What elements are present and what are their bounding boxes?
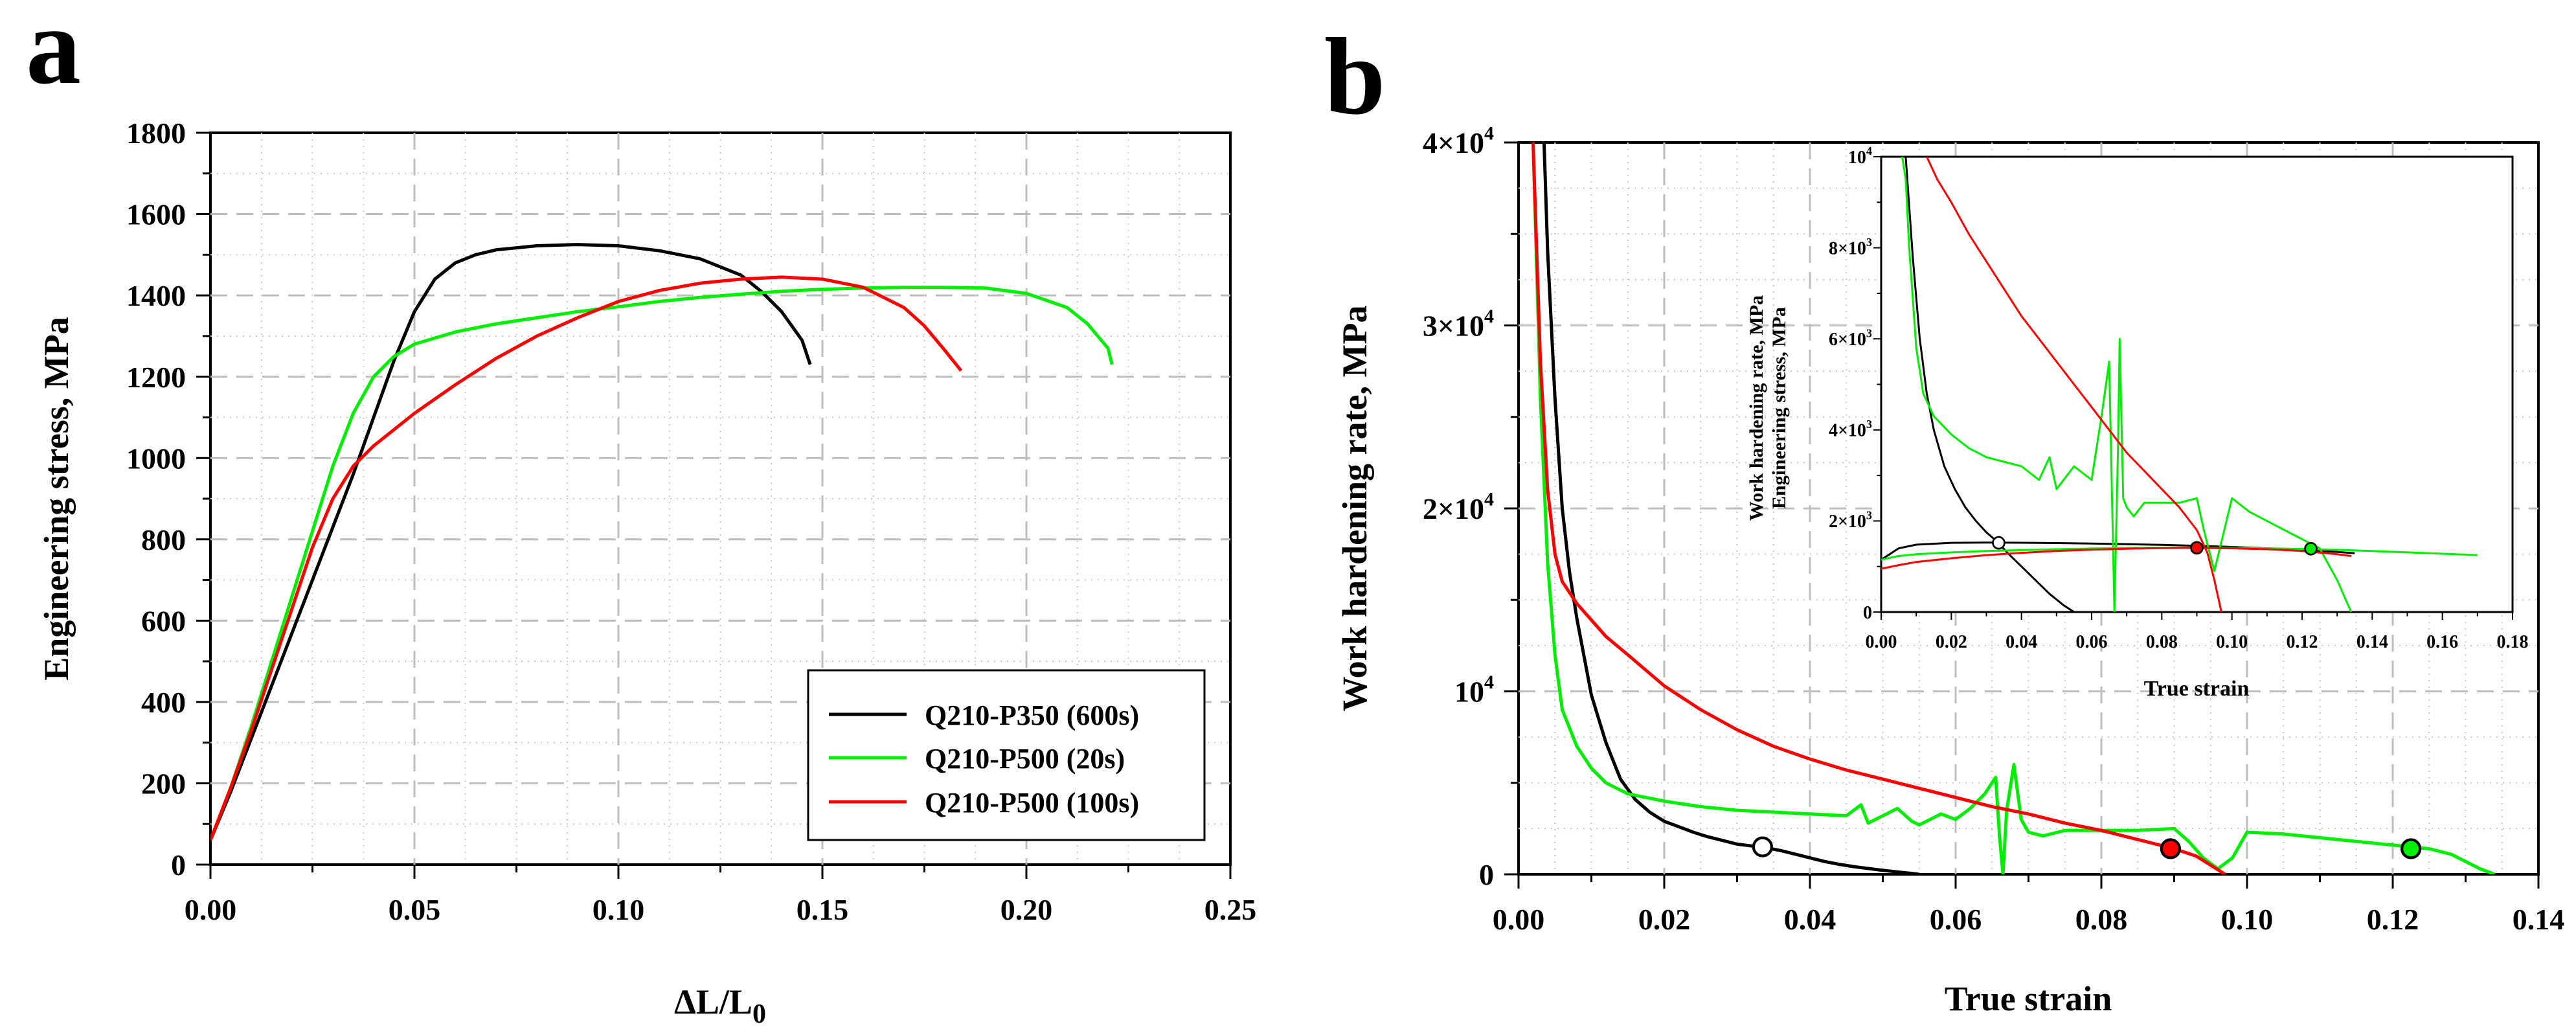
chart-a: 0.00 0.05 0.10 0.15 0.20 0.25 0 200 400 600 800 10… [37,117,1256,1029]
x-tick-label: 0.20 [1000,893,1053,926]
x-tick-label: 0.10 [593,893,645,926]
y-tick-label: 104 [1454,672,1494,709]
marker-q210-p350-600s [1752,836,1773,857]
chart-b-inset: 0.00 0.02 0.04 0.06 0.08 0.10 0.12 0.14 0.16 0.18… [1746,144,2529,701]
y-tick-label: 3×104 [1423,306,1494,343]
y-tick-label: 4×104 [1423,122,1494,159]
marker-q210-p500-20s [2401,838,2422,859]
series-line-q210-p500-100s-hardening [1926,157,2222,612]
chart-b-y-ticks: 0 104 2×104 3×104 4×104 [1423,122,1519,891]
y-tick-label: 1400 [126,279,186,312]
legend-label-green: Q210-P500 (20s) [925,743,1125,775]
x-tick-label: 0.10 [2221,903,2274,936]
x-tick-label: 0.06 [2076,632,2108,652]
y-tick-label: 104 [1848,144,1872,168]
y-tick-label: 8×103 [1829,236,1872,259]
y-tick-label: 0 [1479,858,1494,891]
series-line-q210-p500-100s [1531,142,2226,874]
x-tick-label: 0.00 [1493,903,1545,936]
x-tick-label: 0.02 [1638,903,1691,936]
x-tick-label: 0.14 [2513,903,2565,936]
legend-box [807,669,1206,841]
x-tick-label: 0.02 [1936,632,1967,652]
inset-series [1881,157,2478,612]
x-tick-label: 0.00 [185,893,237,926]
x-tick-label: 0.16 [2426,632,2458,652]
y-tick-label: 2×104 [1423,488,1494,525]
marker-q210-p500-100s [2190,541,2204,555]
inset-y-ticks: 0 2×103 4×103 6×103 8×103 104 [1829,144,1881,623]
series-line-q210-p500-100s-stress [1881,547,2351,570]
inset-frame [1880,155,2514,613]
x-tick-label: 0.18 [2497,632,2529,652]
x-tick-label: 0.15 [797,893,849,926]
y-tick-label: 1200 [126,361,186,394]
panel-label-a: a [26,0,81,107]
x-tick-label: 0.10 [2216,632,2248,652]
x-tick-label: 0.14 [2356,632,2388,652]
chart-a-x-ticks: 0.00 0.05 0.10 0.15 0.20 0.25 [185,865,1257,926]
chart-b-grid [1519,142,2538,874]
x-tick-label: 0.00 [1866,632,1897,652]
x-tick-label: 0.08 [2075,903,2128,936]
y-tick-label: 2×103 [1829,509,1872,532]
legend-label-red: Q210-P500 (100s) [925,787,1139,819]
x-tick-label: 0.08 [2146,632,2178,652]
legend-label-black: Q210-P350 (600s) [925,699,1139,731]
y-tick-label: 1000 [126,442,186,475]
y-tick-label: 6×103 [1829,326,1872,350]
x-tick-label: 0.05 [389,893,441,926]
y-tick-label: 800 [141,523,186,556]
x-tick-label: 0.25 [1204,893,1257,926]
y-tick-label: 1600 [126,198,186,231]
chart-a-ylabel: Engineering stress, MPa [37,317,76,680]
chart-b-x-ticks: 0.00 0.02 0.04 0.06 0.08 0.10 0.12 0.14 [1493,874,2565,936]
y-tick-label: 400 [141,686,186,719]
inset-xlabel: True strain [2144,677,2250,701]
inset-ylabel: Work hardening rate, MPa [1746,295,1767,521]
x-tick-label: 0.12 [2287,632,2318,652]
y-tick-label: 600 [141,604,186,637]
x-tick-label: 0.04 [2005,632,2037,652]
y-tick-label: 1800 [126,117,186,150]
marker-q210-p500-20s [2304,541,2318,556]
chart-b-ylabel: Work hardening rate, MPa [1335,306,1374,712]
series-line-q210-p350-600s [1542,142,1920,874]
chart-a-legend: Q210-P350 (600s) Q210-P500 (20s) Q210-P5… [807,669,1206,841]
series-line-q210-p350-600s [210,243,812,841]
series-line-q210-p500-100s [210,275,963,841]
inset-ylabel2: Engineering stress, MPa [1768,307,1790,509]
x-tick-label: 0.06 [1930,903,1982,936]
series-line-q210-p500-20s [1531,142,2496,874]
x-tick-label: 0.12 [2367,903,2419,936]
series-line-q210-p500-20s-hardening [1901,157,2353,612]
y-tick-label: 0 [171,848,186,881]
y-tick-label: 0 [1863,603,1872,623]
panel-label-b: b [1324,16,1386,137]
chart-a-series [210,243,1114,841]
marker-q210-p350-600s [1992,536,2005,550]
y-tick-label: 4×103 [1829,418,1872,441]
chart-b-xlabel: True strain [1945,979,2112,1018]
chart-b-series [1531,142,2496,874]
y-tick-label: 200 [141,767,186,800]
chart-a-xlabel: ΔL/L0 [674,982,766,1029]
marker-q210-p500-100s [2160,838,2181,859]
inset-x-ticks: 0.00 0.02 0.04 0.06 0.08 0.10 0.12 0.14 0.16 0.18 [1866,612,2529,652]
series-line-q210-p350-600s-hardening [1904,157,2075,612]
chart-a-y-ticks: 0 200 400 600 800 1000 1200 1400 1600 1800 [126,117,210,881]
x-tick-label: 0.04 [1784,903,1836,936]
